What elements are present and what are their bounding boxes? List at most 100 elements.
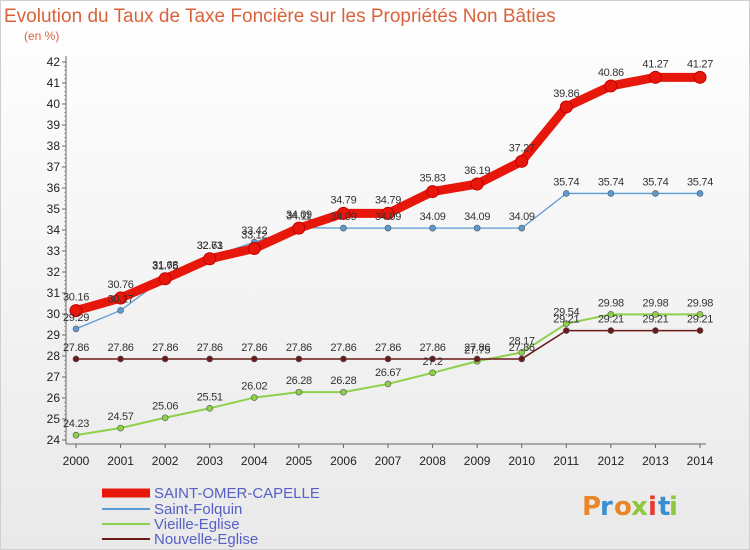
data-point-nouvelle-eglise [72,355,80,363]
data-point-saint-folquin [473,224,481,232]
data-point-saint-folquin [340,224,347,232]
data-label-vieille-eglise: 27.75 [464,344,490,356]
y-tick-label: 33 [47,244,61,258]
data-label-vieille-eglise: 26.67 [375,367,401,379]
data-label-saint-omer-capelle: 41.27 [642,58,668,70]
data-label-saint-omer-capelle: 30.76 [108,279,134,291]
y-tick-label: 26 [47,391,61,405]
data-label-saint-folquin: 32.71 [197,240,223,252]
data-label-saint-folquin: 34.09 [375,211,401,223]
data-label-saint-omer-capelle: 33.12 [241,229,267,241]
y-tick-label: 31 [47,286,61,300]
data-point-vieille-eglise [250,394,258,401]
x-tick-label: 2003 [196,454,223,468]
data-label-saint-folquin: 34.09 [330,211,356,223]
data-point-nouvelle-eglise [429,355,436,363]
data-point-saint-folquin [696,190,704,197]
y-tick-label: 30 [47,307,61,321]
data-label-nouvelle-eglise: 27.86 [63,342,89,354]
data-label-saint-omer-capelle: 35.83 [420,173,446,185]
data-label-saint-omer-capelle: 32.63 [197,240,223,252]
data-label-saint-omer-capelle: 40.86 [598,67,624,79]
data-point-saint-omer-capelle [336,206,350,220]
data-label-nouvelle-eglise: 27.86 [420,342,446,354]
data-point-nouvelle-eglise [562,327,570,334]
y-tick-label: 38 [47,139,61,153]
data-point-vieille-eglise [72,431,80,439]
data-point-nouvelle-eglise [473,355,481,363]
data-point-saint-omer-capelle [69,304,83,318]
y-tick-label: 39 [47,118,61,132]
y-tick-label: 36 [47,181,61,195]
data-label-vieille-eglise: 27.2 [422,356,442,368]
y-tick-label: 37 [47,160,61,174]
data-point-saint-folquin [652,190,659,197]
data-label-vieille-eglise: 24.57 [108,411,134,423]
data-label-saint-folquin: 30.17 [108,293,134,305]
data-label-saint-folquin: 35.74 [553,176,579,188]
x-tick-label: 2005 [286,454,313,468]
data-point-saint-omer-capelle [559,100,573,114]
data-point-saint-omer-capelle [292,221,306,235]
x-tick-label: 2010 [508,454,535,468]
data-label-vieille-eglise: 29.98 [642,297,668,309]
logo-letter: x [631,492,648,522]
data-point-saint-folquin [562,190,570,197]
data-point-nouvelle-eglise [161,355,169,363]
y-tick-label: 34 [47,223,61,237]
data-point-vieille-eglise [429,369,436,377]
data-point-nouvelle-eglise [117,355,124,363]
y-tick-label: 24 [47,433,61,447]
x-tick-label: 2000 [63,454,90,468]
data-label-vieille-eglise: 24.23 [63,418,89,430]
legend-label: Nouvelle-Eglise [154,531,258,548]
chart-title: Evolution du Taux de Taxe Foncière sur l… [4,6,556,27]
data-label-saint-omer-capelle: 39.86 [553,88,579,100]
legend-item-nouvelle-eglise: Nouvelle-Eglise [102,531,258,548]
data-point-vieille-eglise [295,388,303,396]
data-label-vieille-eglise: 26.28 [286,375,312,387]
data-point-nouvelle-eglise [340,355,347,363]
y-tick-label: 42 [47,55,61,69]
data-point-vieille-eglise [696,311,704,318]
data-label-nouvelle-eglise: 27.86 [286,342,312,354]
data-label-saint-folquin: 34.09 [464,211,490,223]
y-tick-label: 29 [47,328,61,342]
data-point-vieille-eglise [340,388,347,396]
data-point-vieille-eglise [206,404,214,412]
data-label-saint-omer-capelle: 31.68 [152,260,178,272]
proxiti-logo: Pr o x i ti [582,492,678,522]
data-point-vieille-eglise [607,311,615,318]
y-tick-label: 32 [47,265,61,279]
logo-letter: i [648,492,657,522]
data-point-saint-omer-capelle [247,241,261,255]
x-tick-label: 2002 [152,454,179,468]
data-point-nouvelle-eglise [607,327,615,334]
data-label-saint-folquin: 35.74 [598,176,624,188]
data-point-saint-omer-capelle [604,79,618,93]
data-point-saint-omer-capelle [648,70,662,84]
series-nouvelle-eglise [72,327,704,363]
y-tick-label: 27 [47,370,61,384]
data-label-vieille-eglise: 29.98 [687,297,713,309]
data-label-vieille-eglise: 28.17 [509,335,535,347]
x-tick-label: 2006 [330,454,357,468]
data-labels: 24.23 24.57 25.06 25.51 26.02 26.28 26.28 26.67… [63,58,714,430]
series-layer [69,70,707,439]
data-label-saint-folquin: 29.29 [63,312,89,324]
data-label-saint-folquin: 34.09 [420,211,446,223]
y-tick-label: 28 [47,349,61,363]
y-tick-label: 40 [47,97,61,111]
logo-letter: t [658,492,670,522]
x-tick-label: 2009 [464,454,491,468]
logo-letter: r [600,492,613,522]
data-label-vieille-eglise: 26.28 [330,375,356,387]
data-point-nouvelle-eglise [295,355,303,363]
x-tick-label: 2014 [687,454,714,468]
data-point-vieille-eglise [562,320,570,327]
data-point-vieille-eglise [518,349,526,356]
data-label-saint-folquin: 31.75 [152,260,178,272]
data-point-nouvelle-eglise [518,355,526,363]
